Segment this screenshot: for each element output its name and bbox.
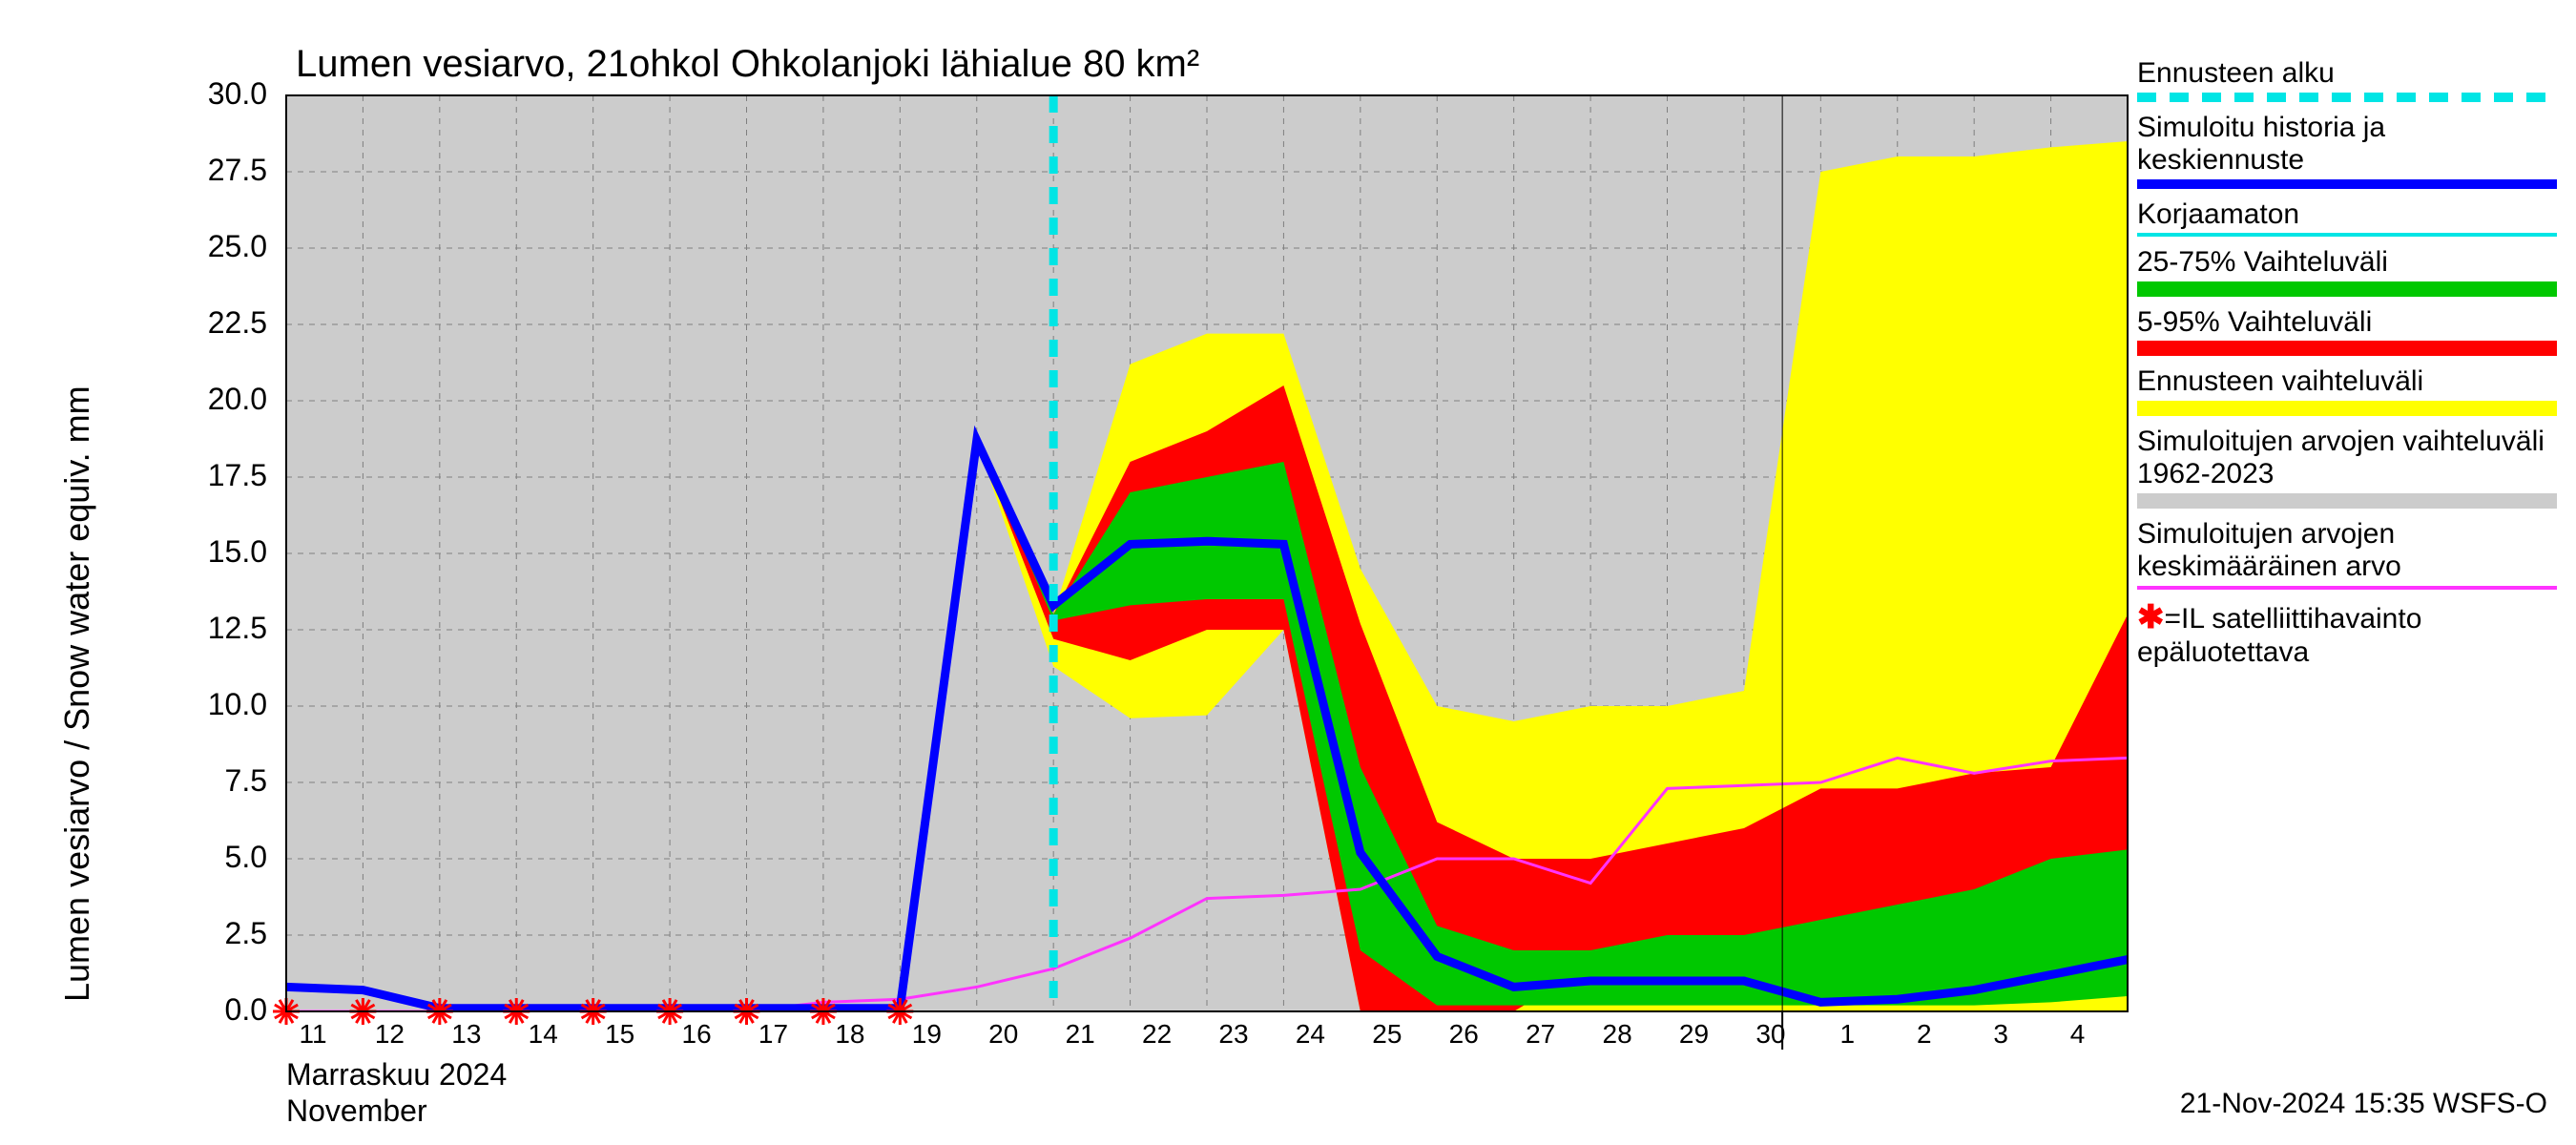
legend-swatch bbox=[2137, 401, 2557, 416]
x-tick: 24 bbox=[1281, 1019, 1339, 1050]
y-tick: 20.0 bbox=[124, 382, 267, 417]
legend-item: Simuloitujen arvojen vaihteluväli 1962-2… bbox=[2137, 426, 2557, 509]
star-icon: ✱ bbox=[2137, 599, 2165, 635]
legend-label: Simuloitujen arvojen keskimääräinen arvo bbox=[2137, 518, 2557, 584]
x-tick: 21 bbox=[1051, 1019, 1109, 1050]
legend-label: ✱=IL satelliittihavainto epäluotettava bbox=[2137, 599, 2557, 670]
x-tick: 18 bbox=[821, 1019, 879, 1050]
legend-swatch bbox=[2137, 281, 2557, 297]
legend-item: Korjaamaton bbox=[2137, 198, 2557, 238]
x-tick: 22 bbox=[1129, 1019, 1186, 1050]
legend-swatch bbox=[2137, 493, 2557, 509]
x-tick: 25 bbox=[1359, 1019, 1416, 1050]
x-tick: 16 bbox=[668, 1019, 725, 1050]
x-tick: 20 bbox=[975, 1019, 1032, 1050]
legend-label: Simuloitu historia ja keskiennuste bbox=[2137, 112, 2557, 177]
y-tick: 5.0 bbox=[124, 840, 267, 875]
legend-item: Ennusteen vaihteluväli bbox=[2137, 365, 2557, 416]
x-tick: 28 bbox=[1589, 1019, 1646, 1050]
legend-label: Korjaamaton bbox=[2137, 198, 2557, 232]
y-tick: 30.0 bbox=[124, 76, 267, 112]
legend-item: Simuloitujen arvojen keskimääräinen arvo bbox=[2137, 518, 2557, 590]
legend-item: Simuloitu historia ja keskiennuste bbox=[2137, 112, 2557, 189]
legend-label: 25-75% Vaihteluväli bbox=[2137, 246, 2557, 280]
legend-item: 5-95% Vaihteluväli bbox=[2137, 306, 2557, 357]
x-tick: 27 bbox=[1512, 1019, 1569, 1050]
legend-swatch bbox=[2137, 179, 2557, 189]
y-tick: 2.5 bbox=[124, 916, 267, 951]
y-tick: 12.5 bbox=[124, 611, 267, 646]
x-tick: 23 bbox=[1205, 1019, 1262, 1050]
legend-swatch bbox=[2137, 93, 2557, 102]
legend-label: Simuloitujen arvojen vaihteluväli 1962-2… bbox=[2137, 426, 2557, 491]
x-tick: 14 bbox=[514, 1019, 571, 1050]
y-tick: 15.0 bbox=[124, 534, 267, 570]
x-tick: 30 bbox=[1742, 1019, 1799, 1050]
timestamp: 21-Nov-2024 15:35 WSFS-O bbox=[2180, 1088, 2547, 1120]
y-tick: 22.5 bbox=[124, 305, 267, 341]
x-tick: 13 bbox=[438, 1019, 495, 1050]
legend-item: 25-75% Vaihteluväli bbox=[2137, 246, 2557, 297]
y-tick: 10.0 bbox=[124, 687, 267, 722]
x-axis-label-1: Marraskuu 2024 bbox=[286, 1057, 507, 1093]
x-tick: 12 bbox=[361, 1019, 418, 1050]
x-tick: 19 bbox=[898, 1019, 955, 1050]
x-axis-label-2: November bbox=[286, 1093, 427, 1129]
x-tick: 3 bbox=[1972, 1019, 2029, 1050]
y-tick: 7.5 bbox=[124, 763, 267, 799]
x-tick: 15 bbox=[592, 1019, 649, 1050]
x-tick: 1 bbox=[1818, 1019, 1876, 1050]
y-tick: 0.0 bbox=[124, 992, 267, 1028]
x-tick: 29 bbox=[1666, 1019, 1723, 1050]
legend-item: Ennusteen alku bbox=[2137, 57, 2557, 102]
y-tick: 17.5 bbox=[124, 458, 267, 493]
x-tick: 11 bbox=[284, 1019, 342, 1050]
legend-label: 5-95% Vaihteluväli bbox=[2137, 306, 2557, 340]
x-tick: 17 bbox=[745, 1019, 802, 1050]
x-tick: 2 bbox=[1896, 1019, 1953, 1050]
x-tick: 26 bbox=[1435, 1019, 1492, 1050]
legend-item: ✱=IL satelliittihavainto epäluotettava bbox=[2137, 599, 2557, 670]
legend-swatch bbox=[2137, 341, 2557, 356]
legend-swatch bbox=[2137, 586, 2557, 590]
legend: Ennusteen alku Simuloitu historia ja kesk… bbox=[2137, 57, 2557, 673]
y-axis-label: Lumen vesiarvo / Snow water equiv. mm bbox=[57, 385, 97, 1002]
y-tick: 25.0 bbox=[124, 229, 267, 264]
legend-label: Ennusteen vaihteluväli bbox=[2137, 365, 2557, 399]
chart-container: Lumen vesiarvo, 21ohkol Ohkolanjoki lähi… bbox=[0, 0, 2576, 1145]
legend-label: Ennusteen alku bbox=[2137, 57, 2557, 91]
legend-swatch bbox=[2137, 233, 2557, 237]
y-tick: 27.5 bbox=[124, 153, 267, 188]
chart-title: Lumen vesiarvo, 21ohkol Ohkolanjoki lähi… bbox=[296, 43, 1199, 86]
x-tick: 4 bbox=[2049, 1019, 2107, 1050]
